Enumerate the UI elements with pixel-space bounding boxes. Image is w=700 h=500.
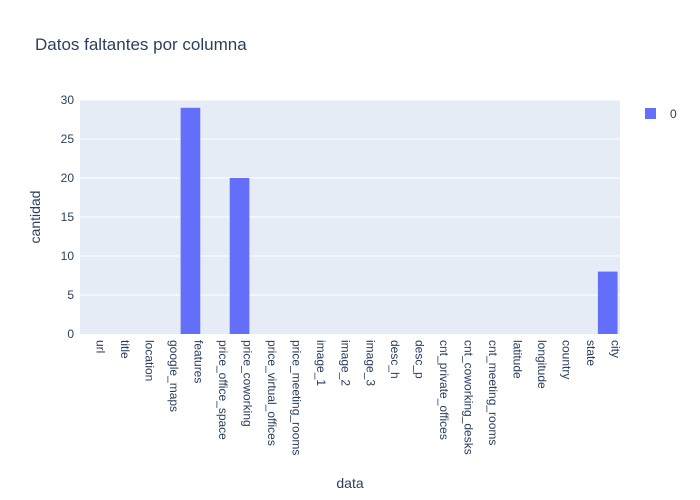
x-tick-label: cnt_private_offices bbox=[437, 340, 451, 440]
y-tick-label: 20 bbox=[61, 171, 75, 185]
legend-swatch[interactable] bbox=[645, 108, 656, 119]
x-tick-label: price_virtual_offices bbox=[265, 340, 279, 446]
y-tick-label: 30 bbox=[61, 93, 75, 107]
bar[interactable] bbox=[180, 107, 201, 334]
x-tick-label: latitude bbox=[511, 340, 525, 379]
y-tick-label: 15 bbox=[61, 210, 75, 224]
x-tick-label: city bbox=[609, 340, 623, 358]
x-tick-label: location bbox=[142, 340, 156, 381]
x-tick-label: features bbox=[191, 340, 205, 383]
x-tick-label: longitude bbox=[535, 340, 549, 389]
y-tick-label: 0 bbox=[67, 327, 74, 341]
x-tick-label: country bbox=[560, 340, 574, 379]
x-tick-label: desc_h bbox=[388, 340, 402, 379]
legend-label: 0 bbox=[670, 107, 677, 121]
x-tick-label: price_meeting_rooms bbox=[290, 340, 304, 455]
x-tick-label: price_office_space bbox=[216, 340, 230, 440]
x-tick-label: image_2 bbox=[339, 340, 353, 386]
bar[interactable] bbox=[229, 178, 250, 334]
x-axis-title: data bbox=[336, 475, 363, 491]
gridlines bbox=[80, 99, 620, 296]
x-tick-label: url bbox=[93, 340, 107, 353]
x-tick-label: state bbox=[584, 340, 598, 366]
x-tick-label: title bbox=[118, 340, 132, 359]
x-tick-label: image_3 bbox=[363, 340, 377, 386]
x-tick-labels: url title location google_maps features price… bbox=[93, 340, 622, 455]
y-axis-title: cantidad bbox=[27, 191, 43, 244]
y-tick-label: 5 bbox=[67, 288, 74, 302]
y-tick-labels: 0 5 10 15 20 25 30 bbox=[61, 93, 75, 341]
x-tick-label: image_1 bbox=[314, 340, 328, 386]
bar[interactable] bbox=[597, 271, 618, 334]
x-tick-label: cnt_coworking_desks bbox=[461, 340, 475, 455]
chart-title: Datos faltantes por columna bbox=[35, 35, 247, 54]
y-tick-label: 25 bbox=[61, 132, 75, 146]
x-tick-label: google_maps bbox=[167, 340, 181, 412]
legend[interactable]: 0 bbox=[645, 107, 677, 121]
x-tick-label: desc_p bbox=[412, 340, 426, 379]
y-tick-label: 10 bbox=[61, 249, 75, 263]
bars bbox=[180, 107, 618, 334]
x-tick-label: cnt_meeting_rooms bbox=[486, 340, 500, 445]
x-tick-label: price_coworking bbox=[241, 340, 255, 427]
